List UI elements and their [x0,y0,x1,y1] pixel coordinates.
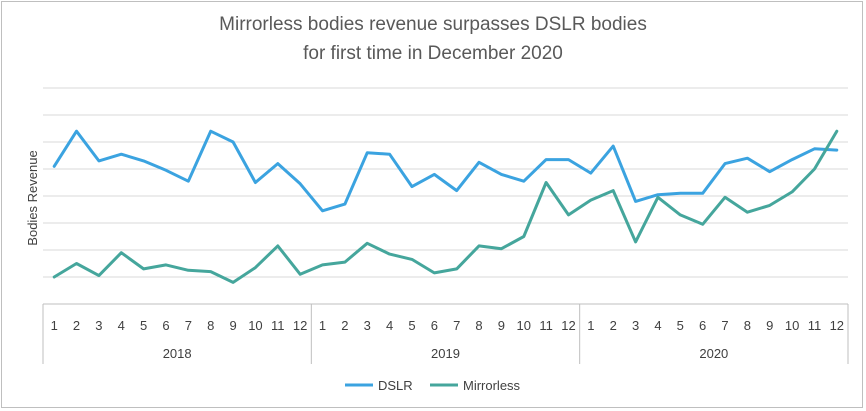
x-tick-label: 2 [610,318,617,333]
x-tick-label: 7 [453,318,460,333]
x-tick-label: 5 [408,318,415,333]
x-tick-label: 3 [632,318,639,333]
chart-title-line-2: for first time in December 2020 [303,43,563,64]
series-line-mirrorless [52,129,839,284]
x-year-label: 2020 [699,346,728,361]
x-tick-label: 11 [539,318,553,333]
x-tick-label: 10 [248,318,262,333]
x-tick-label: 2 [341,318,348,333]
x-tick-label: 5 [140,318,147,333]
x-tick-label: 5 [677,318,684,333]
x-tick-label: 9 [229,318,236,333]
x-tick-label: 11 [808,318,822,333]
x-tick-label: 6 [699,318,706,333]
x-tick-label: 12 [561,318,575,333]
x-tick-label: 4 [386,318,393,333]
x-tick-label: 1 [587,318,594,333]
x-tick-label: 11 [271,318,285,333]
y-axis-label: Bodies Revenue [25,150,40,245]
chart-title-line-1: Mirrorless bodies revenue surpasses DSLR… [219,14,647,35]
x-tick-label: 6 [162,318,169,333]
series-line-dslr [52,129,839,213]
legend: DSLR Mirrorless [345,378,521,393]
x-tick-label: 10 [517,318,531,333]
x-axis: 1 2 3 4 5 6 7 8 9 10 11 12 1 2 3 4 5 6 7 8 9 10 11 12 1 2 3 4 5 6 7 8 9 1… [42,303,849,364]
x-tick-label: 6 [431,318,438,333]
x-tick-label: 9 [766,318,773,333]
x-tick-label: 7 [185,318,192,333]
series-lines [52,129,839,284]
x-tick-label: 1 [51,318,58,333]
x-year-label: 2019 [431,346,460,361]
x-tick-label: 10 [785,318,799,333]
x-year-label: 2018 [163,346,192,361]
x-tick-label: 8 [744,318,751,333]
x-tick-label: 9 [498,318,505,333]
x-tick-label: 7 [721,318,728,333]
x-tick-label: 8 [475,318,482,333]
legend-label: Mirrorless [463,378,521,393]
x-tick-label: 2 [73,318,80,333]
x-tick-label: 3 [95,318,102,333]
x-tick-label: 12 [293,318,307,333]
x-tick-label: 4 [654,318,661,333]
x-tick-label: 3 [364,318,371,333]
x-tick-label: 4 [118,318,125,333]
gridlines [43,87,848,278]
x-tick-label: 1 [319,318,326,333]
x-tick-label: 8 [207,318,214,333]
legend-label: DSLR [378,378,413,393]
x-tick-label: 12 [830,318,844,333]
